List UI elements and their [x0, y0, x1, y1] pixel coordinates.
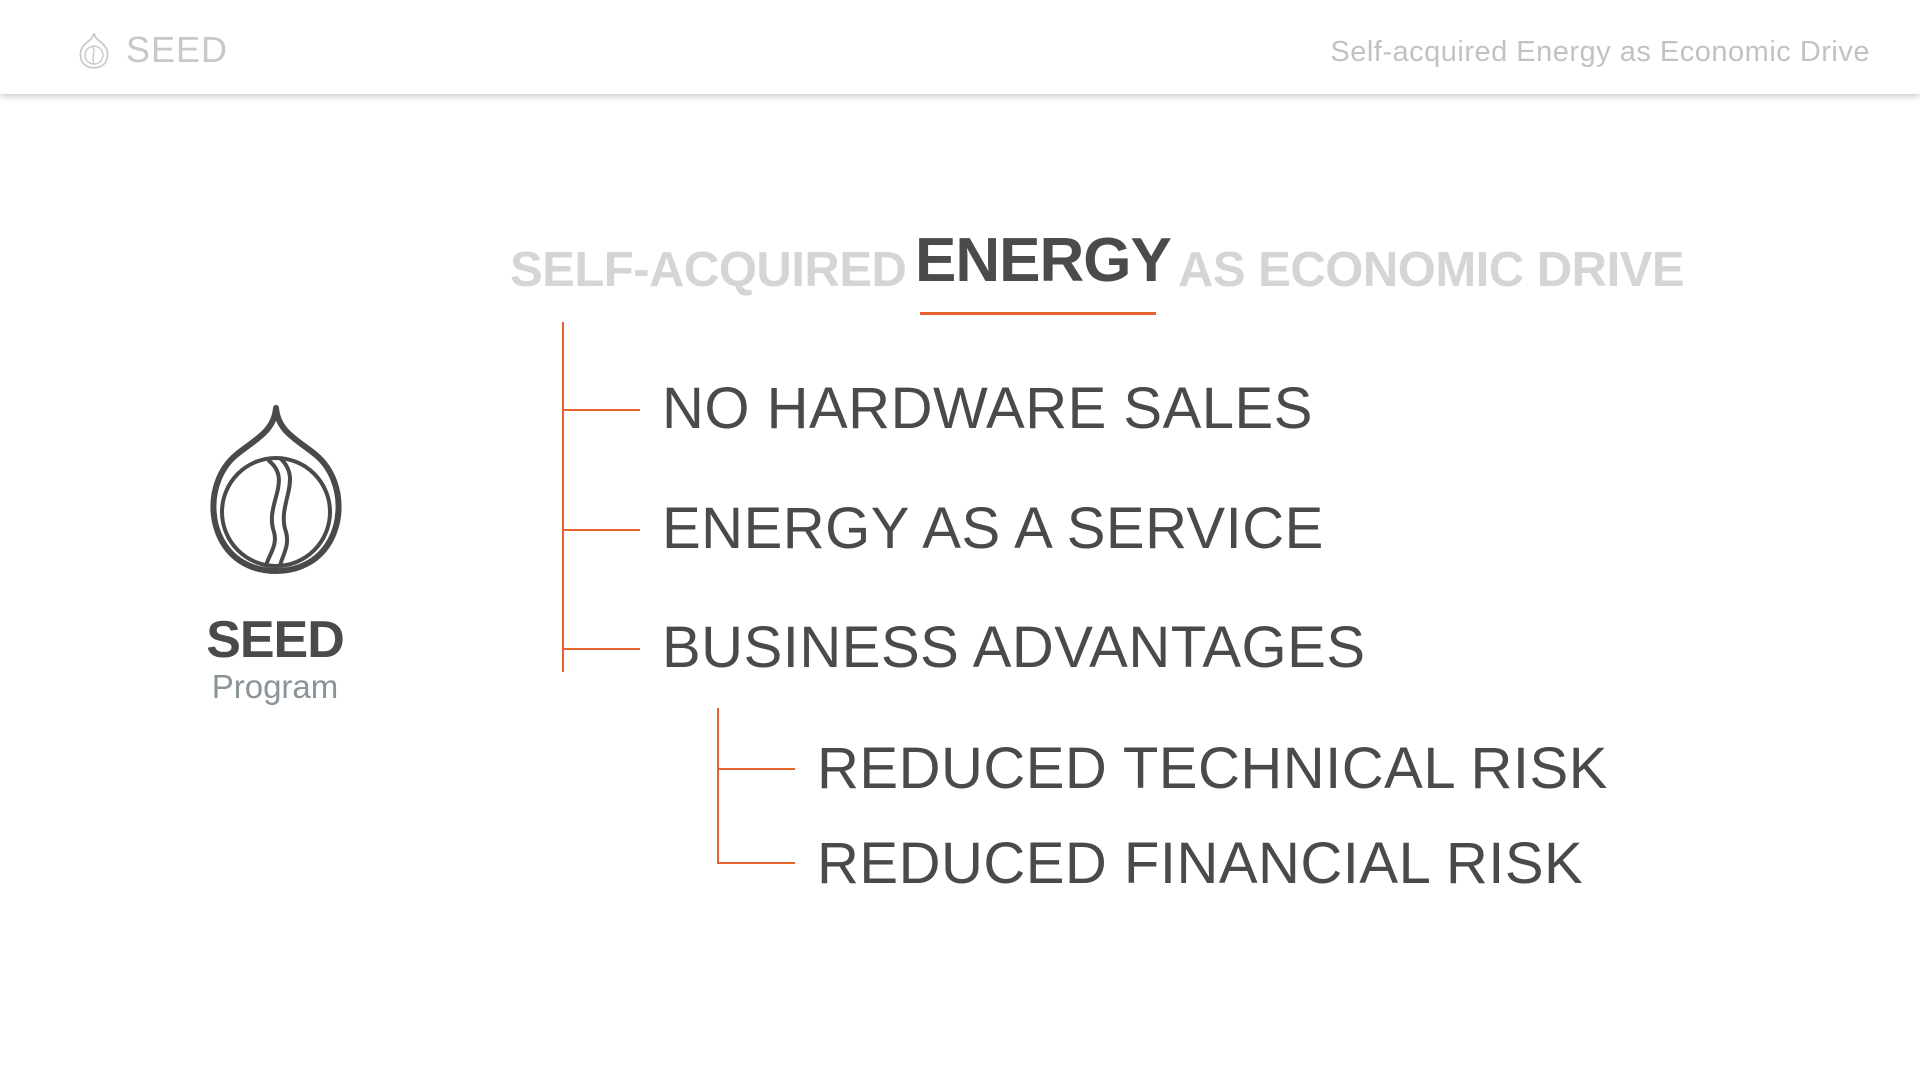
seed-logo-icon — [210, 405, 342, 574]
subtree-trunk-line — [717, 708, 719, 864]
header-bar: SEED Self-acquired Energy as Economic Dr… — [0, 0, 1920, 94]
list-item: NO HARDWARE SALES — [662, 376, 1313, 441]
heading-emphasis: ENERGY — [915, 226, 1172, 295]
tree-branch-line — [562, 529, 640, 531]
subtree-branch-line — [717, 768, 795, 770]
seed-icon — [79, 32, 109, 69]
tree-branch-line — [562, 648, 640, 650]
subtree-branch-line — [717, 862, 795, 864]
brand: SEED — [76, 29, 229, 70]
heading-underline — [920, 312, 1156, 315]
heading-prefix: SELF-ACQUIRED — [510, 243, 907, 297]
tree-trunk-line — [562, 322, 564, 672]
tree-branch-line — [562, 409, 640, 411]
logo-subtitle: Program — [211, 668, 339, 705]
header-title: Self-acquired Energy as Economic Drive — [1330, 36, 1870, 68]
list-item: BUSINESS ADVANTAGES — [662, 615, 1366, 680]
logo-name: SEED — [206, 611, 345, 669]
sub-list-item: REDUCED TECHNICAL RISK — [817, 736, 1608, 801]
sub-list-item: REDUCED FINANCIAL RISK — [817, 831, 1584, 896]
brand-label: SEED — [126, 29, 229, 70]
heading-suffix: AS ECONOMIC DRIVE — [1178, 243, 1685, 297]
list-item: ENERGY AS A SERVICE — [662, 496, 1324, 561]
